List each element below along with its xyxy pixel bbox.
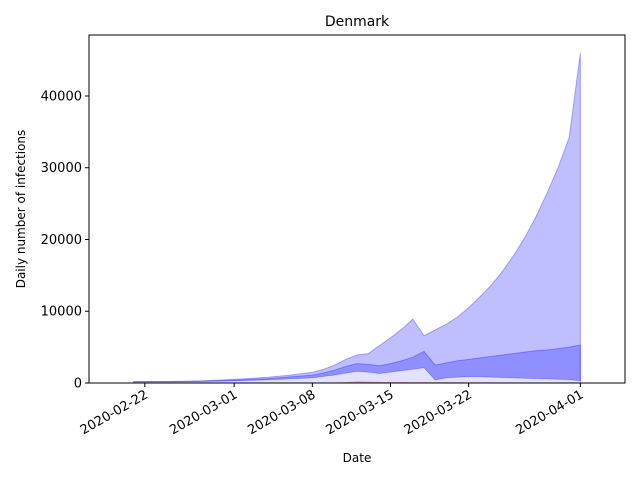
- x-tick-label: 2020-02-22: [78, 387, 151, 438]
- x-tick-label: 2020-03-15: [324, 387, 397, 438]
- y-tick-label: 20000: [41, 233, 82, 248]
- confidence-bands: [133, 52, 581, 384]
- x-tick-label: 2020-03-08: [245, 387, 318, 438]
- y-tick-label: 0: [74, 377, 82, 392]
- x-tick-label: 2020-03-01: [167, 387, 240, 438]
- chart-title: Denmark: [325, 14, 390, 30]
- x-axis-label: Date: [343, 451, 372, 465]
- y-tick-label: 10000: [41, 305, 82, 320]
- plot-frame: [88, 34, 626, 384]
- y-tick-label: 40000: [41, 89, 82, 104]
- outer-confidence-band: [133, 52, 581, 384]
- y-axis: 0 10000 20000 30000 40000: [41, 89, 89, 392]
- x-tick-label: 2020-03-22: [402, 387, 475, 438]
- y-tick-label: 30000: [41, 161, 82, 176]
- x-tick-label: 2020-04-01: [513, 387, 586, 438]
- y-axis-label: Daily number of infections: [14, 130, 28, 289]
- x-axis: 2020-02-22 2020-03-01 2020-03-08 2020-03-15…: [78, 383, 586, 438]
- lower-band-gap: [133, 367, 581, 383]
